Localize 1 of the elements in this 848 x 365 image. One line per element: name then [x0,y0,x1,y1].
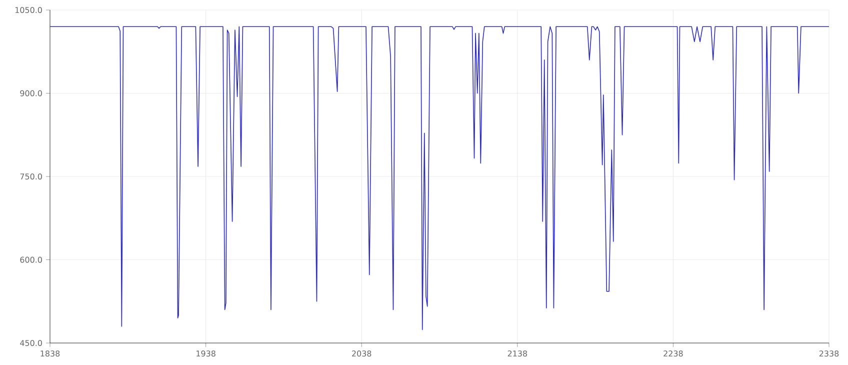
line-series [50,26,830,330]
